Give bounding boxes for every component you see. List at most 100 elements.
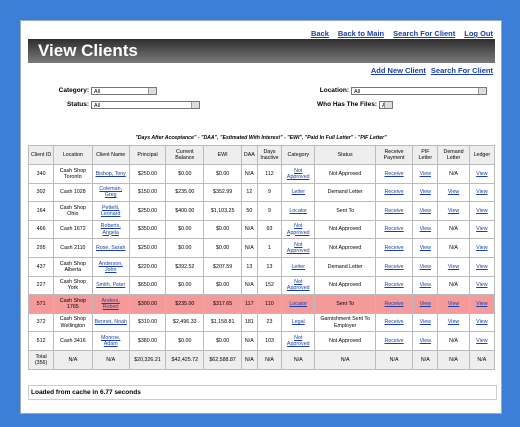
cell-link[interactable]: View — [419, 338, 432, 345]
cell-link[interactable]: Receive — [384, 245, 404, 252]
table-cell: View — [468, 201, 496, 221]
cell-link[interactable]: Roberts, Angela — [100, 223, 121, 236]
cell-link[interactable]: View — [476, 189, 488, 196]
column-header: Principal — [128, 145, 167, 165]
table-cell: Cash Shop Toronto — [53, 164, 93, 184]
cell-link[interactable]: Receive — [384, 226, 404, 233]
cell-link[interactable]: Legal — [291, 319, 305, 326]
table-cell: Not Approved — [281, 331, 316, 351]
table-row: 437 Cash Shop Alberta Anderson, John $220.0… — [27, 256, 496, 277]
column-header: Category — [281, 145, 316, 165]
cell-link[interactable]: View — [419, 282, 432, 289]
cell-link[interactable]: View — [447, 207, 460, 214]
cell-link[interactable]: Locator — [289, 207, 308, 214]
cell-link[interactable]: Receive — [384, 300, 404, 307]
table-cell: Anders, Robert — [91, 294, 130, 314]
table-cell: Letter — [281, 256, 316, 277]
cell-link[interactable]: Coleman, Greg — [99, 186, 123, 199]
cell-link[interactable]: View — [476, 338, 488, 345]
cell-link[interactable]: Monroe, Adam — [100, 334, 121, 348]
nav-link[interactable]: Back to Main — [337, 29, 385, 38]
cell-link[interactable]: View — [419, 300, 432, 307]
table-row: 512 Cash 3416 Monroe, Adam $380.00 $0.00 $0.0… — [27, 331, 496, 351]
cell-link[interactable]: View — [419, 207, 432, 214]
cell-link[interactable]: Anderson, John — [98, 260, 123, 273]
cell-link[interactable]: Receive — [384, 189, 404, 196]
cell-link[interactable]: Bishop, Tony — [95, 170, 126, 177]
cell-link[interactable]: View — [419, 226, 432, 233]
cell-link[interactable]: View — [447, 189, 460, 196]
cell-link[interactable]: View — [476, 282, 488, 289]
table-cell: View — [437, 312, 470, 333]
table-cell: 372 — [27, 312, 55, 333]
cell-link[interactable]: View — [476, 245, 488, 252]
cell-link[interactable]: Smith, Peter — [96, 282, 126, 289]
cell-link[interactable]: View — [476, 263, 488, 270]
cell-link[interactable]: Not Approved — [286, 241, 310, 255]
cell-link[interactable]: Receive — [384, 319, 404, 326]
cell-link[interactable]: Rose, Sarah — [95, 245, 126, 252]
filter-select[interactable]: All — [91, 101, 200, 109]
cell-link[interactable]: View — [476, 207, 488, 214]
table-cell: N/A — [53, 349, 93, 370]
cell-link[interactable]: Not Approved — [286, 279, 310, 292]
nav-link[interactable]: Back — [310, 29, 329, 38]
cell-link[interactable]: View — [447, 300, 460, 307]
filter-select[interactable]: All — [91, 87, 157, 95]
cell-link[interactable]: Locator — [289, 300, 308, 307]
column-header: Client Name — [91, 145, 130, 165]
table-cell: $0.00 — [203, 164, 242, 184]
filter-select[interactable]: All — [351, 87, 487, 95]
filter-label: Status: — [66, 101, 89, 108]
table-cell: View — [468, 312, 496, 333]
cell-link[interactable]: Receive — [384, 282, 404, 289]
table-cell: $310.00 — [128, 312, 167, 333]
table-row: 227 Cash Shop York Smith, Peter $650.00 $0.0… — [27, 275, 496, 296]
table-cell: Not Approved — [314, 164, 376, 184]
cell-link[interactable]: View — [476, 319, 488, 326]
table-cell: N/A — [240, 331, 258, 351]
filter-select[interactable]: All — [379, 101, 393, 109]
table-cell: Not Approved — [281, 238, 316, 258]
table-row: 295 Cash 2110 Rose, Sarah $250.00 $0.00 $0.00… — [27, 238, 496, 258]
cell-link[interactable]: Bennet, Noah — [94, 319, 127, 326]
cell-link[interactable]: View — [419, 263, 432, 270]
cell-link[interactable]: View — [419, 319, 432, 326]
cell-link[interactable]: View — [419, 245, 432, 252]
table-cell: Garnishment Sent To Employer — [314, 312, 376, 333]
cell-link[interactable]: Letter — [291, 189, 306, 196]
cell-link[interactable]: View — [476, 300, 488, 307]
table-cell: Bishop, Tony — [91, 164, 130, 184]
column-header: DAA — [240, 145, 258, 165]
cell-link[interactable]: Anders, Robert — [101, 297, 120, 310]
table-cell: $0.00 — [203, 219, 242, 240]
cell-link[interactable]: Receive — [384, 338, 404, 345]
table-cell: 227 — [27, 275, 55, 296]
nav-link[interactable]: Search For Client — [393, 29, 456, 38]
cell-link[interactable]: Pettelli, Leonard — [100, 204, 121, 217]
filter-label: Category: — [58, 87, 89, 94]
table-cell: 152 — [256, 275, 283, 296]
action-link[interactable]: Search For Client — [430, 66, 493, 75]
cell-link[interactable]: Not Approved — [286, 167, 310, 180]
cell-link[interactable]: View — [447, 263, 460, 270]
table-cell: Anderson, John — [91, 256, 130, 277]
cell-link[interactable]: View — [476, 226, 488, 233]
column-header: Demand Letter — [437, 145, 470, 165]
cell-link[interactable]: Receive — [384, 170, 404, 177]
cell-link[interactable]: Letter — [291, 263, 306, 270]
table-cell: Locator — [281, 201, 316, 221]
cell-link[interactable]: Not Approved — [286, 223, 310, 236]
table-cell: $250.00 — [128, 238, 167, 258]
cell-link[interactable]: Receive — [384, 263, 404, 270]
table-cell: View — [412, 182, 439, 203]
cell-link[interactable]: View — [447, 319, 460, 326]
cell-link[interactable]: Receive — [384, 207, 404, 214]
table-cell: Receive — [374, 238, 414, 258]
nav-link[interactable]: Log Out — [464, 29, 493, 38]
action-link[interactable]: Add New Client — [370, 66, 426, 75]
cell-link[interactable]: View — [419, 170, 432, 177]
cell-link[interactable]: Not Approved — [286, 334, 310, 348]
cell-link[interactable]: View — [476, 170, 488, 177]
cell-link[interactable]: View — [419, 189, 432, 196]
